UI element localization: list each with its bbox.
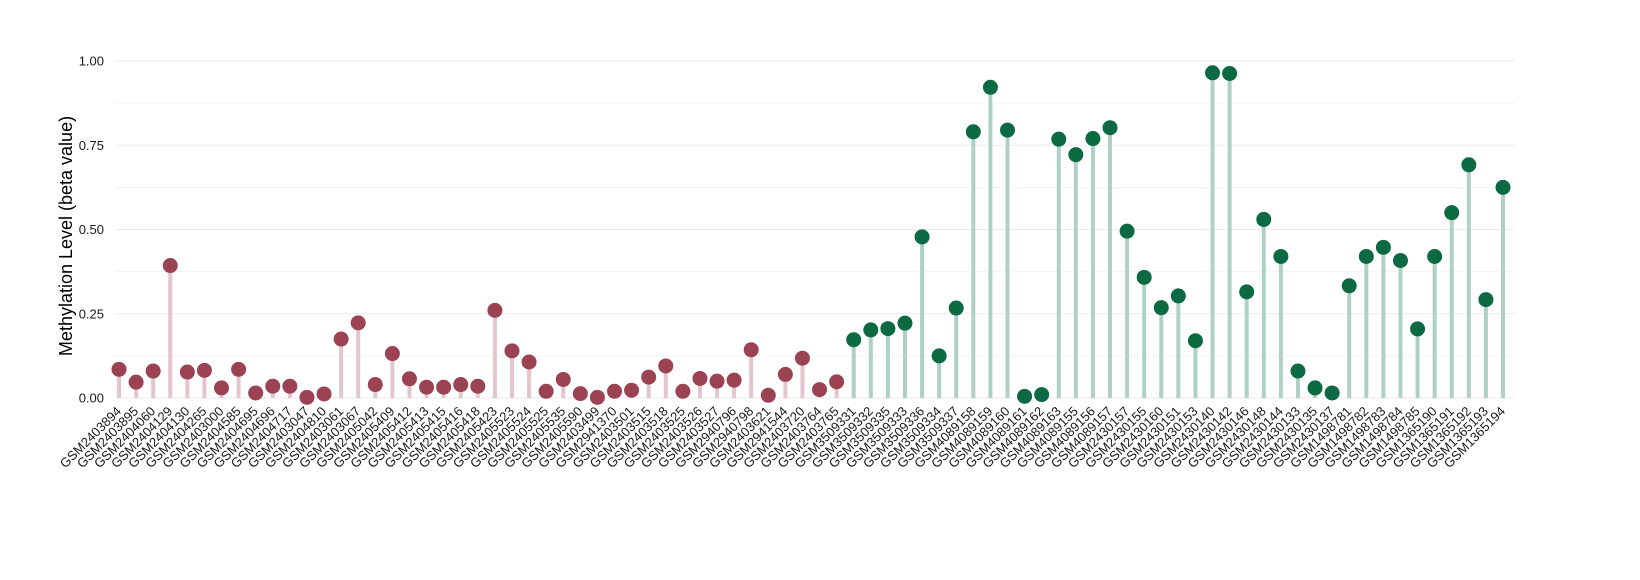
lollipop-point: [555, 371, 571, 387]
lollipop-point: [675, 383, 691, 399]
lollipop-point: [350, 315, 366, 331]
lollipop-point: [1136, 269, 1152, 285]
lollipop-point: [145, 363, 161, 379]
y-axis-label: Methylation Level (beta value): [56, 116, 76, 356]
lollipop-point: [299, 389, 315, 405]
lollipop-point: [504, 343, 520, 359]
lollipop-point: [436, 379, 452, 395]
lollipop-point: [999, 122, 1015, 138]
grid-lines: [115, 60, 1515, 399]
lollipop-point: [777, 366, 793, 382]
lollipop-point: [1444, 205, 1460, 221]
lollipop-point: [453, 377, 469, 393]
lollipop-point: [880, 321, 896, 337]
lollipop-point: [162, 258, 178, 274]
lollipop-point: [1478, 292, 1494, 308]
lollipop-point: [231, 361, 247, 377]
lollipop-points: [111, 65, 1511, 405]
lollipop-point: [282, 378, 298, 394]
lollipop-point: [1085, 131, 1101, 147]
lollipop-point: [1222, 65, 1238, 81]
lollipop-point: [470, 378, 486, 394]
lollipop-point: [709, 373, 725, 389]
lollipop-point: [1461, 157, 1477, 173]
lollipop-point: [1153, 300, 1169, 316]
y-tick-label: 0.50: [79, 222, 104, 237]
lollipop-point: [1392, 253, 1408, 269]
lollipop-point: [196, 362, 212, 378]
lollipop-point: [931, 348, 947, 364]
lollipop-stems: [117, 72, 1505, 398]
lollipop-point: [333, 331, 349, 347]
lollipop-point: [1290, 363, 1306, 379]
lollipop-point: [914, 229, 930, 245]
lollipop-point: [794, 350, 810, 366]
lollipop-point: [760, 387, 776, 403]
lollipop-point: [624, 382, 640, 398]
lollipop-point: [692, 370, 708, 386]
lollipop-point: [1324, 385, 1340, 401]
lollipop-point: [863, 322, 879, 338]
lollipop-point: [487, 302, 503, 318]
lollipop-point: [248, 385, 264, 401]
lollipop-point: [1102, 120, 1118, 136]
lollipop-point: [316, 386, 332, 402]
lollipop-point: [1358, 248, 1374, 264]
lollipop-point: [1495, 179, 1511, 195]
lollipop-point: [1341, 278, 1357, 294]
lollipop-point: [1187, 333, 1203, 349]
lollipop-point: [1051, 131, 1067, 147]
lollipop-point: [1119, 223, 1135, 239]
lollipop-point: [948, 300, 964, 316]
lollipop-point: [846, 332, 862, 348]
y-tick-label: 0.25: [79, 306, 104, 321]
lollipop-point: [829, 374, 845, 390]
lollipop-point: [965, 124, 981, 140]
x-axis-ticks: GSM2403894GSM2403895GSM2404060GSM2404129…: [57, 404, 1508, 471]
lollipop-point: [384, 346, 400, 362]
lollipop-point: [111, 361, 127, 377]
lollipop-point: [982, 79, 998, 95]
lollipop-point: [726, 372, 742, 388]
lollipop-point: [1017, 388, 1033, 404]
y-axis-ticks: 0.00 0.25 0.50 0.75 1.00: [79, 54, 104, 406]
lollipop-point: [1410, 321, 1426, 337]
lollipop-point: [743, 342, 759, 358]
lollipop-point: [128, 374, 144, 390]
lollipop-point: [607, 383, 623, 399]
lollipop-point: [572, 386, 588, 402]
lollipop-point: [1068, 147, 1084, 163]
lollipop-point: [265, 378, 281, 394]
lollipop-point: [179, 364, 195, 380]
lollipop-point: [1273, 248, 1289, 264]
lollipop-point: [589, 389, 605, 405]
lollipop-point: [419, 379, 435, 395]
lollipop-point: [1307, 380, 1323, 396]
lollipop-point: [1170, 288, 1186, 304]
lollipop-point: [658, 358, 674, 374]
y-tick-label: 0.75: [79, 138, 104, 153]
lollipop-point: [641, 369, 657, 385]
lollipop-point: [1239, 284, 1255, 300]
lollipop-point: [1256, 211, 1272, 227]
lollipop-point: [367, 377, 383, 393]
lollipop-point: [812, 382, 828, 398]
y-tick-label: 0.00: [79, 391, 104, 406]
lollipop-point: [1427, 248, 1443, 264]
lollipop-point: [1375, 239, 1391, 255]
lollipop-point: [1034, 387, 1050, 403]
lollipop-point: [538, 383, 554, 399]
lollipop-point: [401, 371, 417, 387]
y-tick-label: 1.00: [79, 54, 104, 69]
lollipop-point: [214, 380, 230, 396]
lollipop-point: [897, 315, 913, 331]
lollipop-point: [521, 354, 537, 370]
lollipop-point: [1205, 65, 1221, 81]
